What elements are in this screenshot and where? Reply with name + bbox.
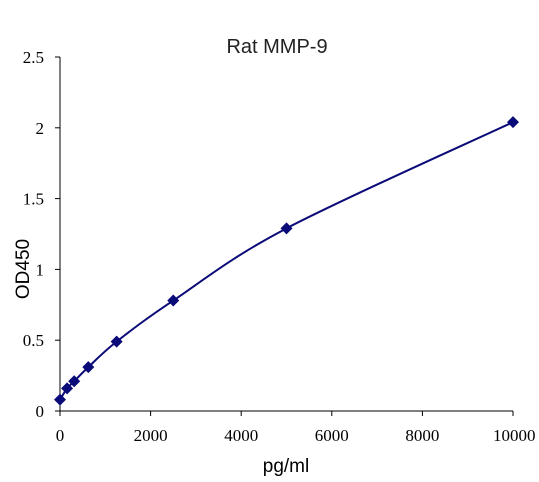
x-tick-label: 2000 [134,426,168,445]
y-tick-label: 2.5 [23,48,44,67]
y-tick-label: 0.5 [23,331,44,350]
data-point-marker [280,222,293,235]
chart-title: Rat MMP-9 [226,36,327,58]
y-tick-label: 1 [36,260,45,279]
chart-axes [59,57,513,412]
y-tick-label: 0 [36,402,45,421]
y-tick-label: 2 [36,119,45,138]
x-tick-label: 0 [56,426,65,445]
data-point-marker [82,361,95,374]
fit-curve [59,121,514,401]
data-point-marker [507,116,519,129]
y-axis-label: OD450 [13,239,34,299]
data-point-marker [68,375,81,388]
x-tick-label: 8000 [405,426,439,445]
x-axis-ticks: 0 2000 4000 6000 8000 10000 [56,411,536,445]
x-tick-label: 10000 [493,426,536,445]
data-point-marker [54,393,66,406]
data-point-marker [167,294,180,307]
x-tick-label: 6000 [315,426,349,445]
y-axis-ticks: 0 0.5 1 1.5 2 2.5 [23,48,60,421]
y-tick-label: 1.5 [23,190,44,209]
data-point-marker [61,382,74,395]
data-point-marker [110,335,123,348]
x-tick-label: 4000 [224,426,258,445]
x-axis-label: pg/ml [263,456,309,477]
data-markers [54,116,519,406]
